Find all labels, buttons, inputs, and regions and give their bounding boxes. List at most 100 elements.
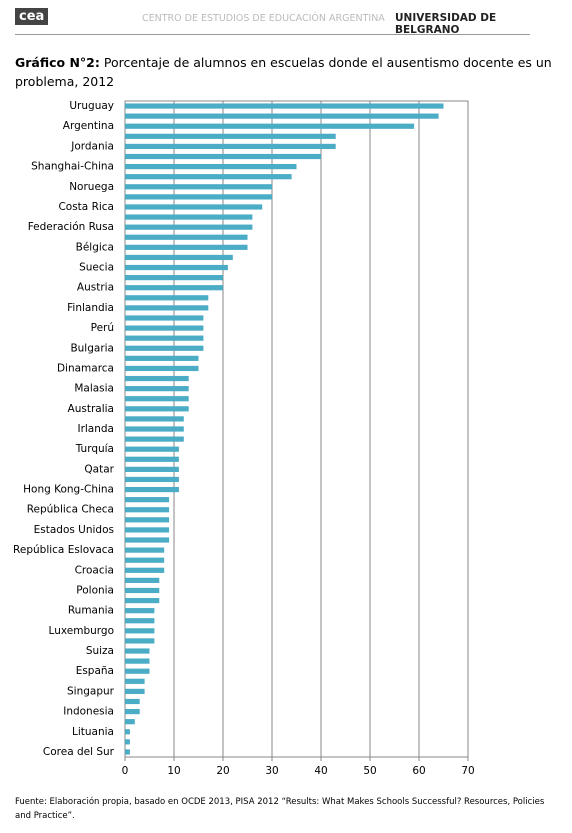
bar: [125, 153, 321, 160]
y-tick-label: Australia: [68, 403, 114, 415]
x-tick-label: 50: [363, 765, 376, 777]
bar: [125, 406, 189, 412]
bar: [125, 517, 170, 523]
bar: [125, 204, 263, 210]
x-tick-label: 10: [167, 765, 180, 777]
bar: [125, 537, 170, 543]
y-tick-label: Uruguay: [69, 100, 114, 112]
y-tick-label: Suiza: [86, 645, 114, 657]
bar: [125, 729, 130, 735]
bar: [125, 749, 130, 755]
bar: [125, 557, 165, 563]
header: cea CENTRO DE ESTUDIOS DE EDUCACIÓN ARGE…: [15, 8, 530, 36]
y-tick-label: España: [76, 665, 114, 677]
y-tick-label: Rumania: [68, 605, 114, 617]
bar: [125, 547, 165, 553]
y-tick-label: Noruega: [69, 181, 114, 193]
bar: [125, 184, 272, 190]
bar: [125, 426, 184, 432]
y-tick-label: Luxemburgo: [49, 625, 114, 637]
bar: [125, 436, 184, 442]
y-tick-label: Malasia: [74, 383, 114, 395]
bar: [125, 466, 179, 472]
bar: [125, 386, 189, 392]
bar: [125, 234, 248, 240]
chart-title: Gráfico N°2: Porcentaje de alumnos en es…: [15, 53, 555, 91]
y-tick-label: Suecia: [79, 262, 114, 274]
bar: [125, 486, 179, 493]
y-tick-label: Finlandia: [67, 302, 114, 314]
bar: [125, 103, 444, 109]
bar: [125, 224, 253, 230]
bar: [125, 133, 336, 139]
bar: [125, 194, 272, 200]
x-tick-label: 70: [461, 765, 474, 777]
bar: [125, 628, 155, 634]
bar: [125, 416, 184, 422]
bar: [125, 285, 223, 291]
y-tick-label: Austria: [77, 282, 114, 294]
bar: [125, 375, 189, 382]
university-name: UNIVERSIDAD DE BELGRANO: [395, 12, 497, 36]
y-tick-label: República Eslovaca: [13, 544, 114, 556]
x-tick-label: 0: [122, 765, 129, 777]
y-tick-label: Argentina: [63, 120, 114, 132]
bar: [125, 275, 223, 281]
bar: [125, 113, 439, 119]
bar: [125, 577, 160, 583]
x-tick-label: 30: [265, 765, 278, 777]
bar: [125, 365, 199, 372]
y-tick-label: República Checa: [27, 504, 114, 516]
logo: cea: [15, 8, 49, 25]
bar: [125, 708, 140, 715]
y-tick-label: Croacia: [75, 564, 114, 576]
y-tick-label: Costa Rica: [58, 201, 114, 213]
bar: [125, 345, 204, 351]
bar: [125, 608, 155, 614]
bar: [125, 476, 179, 483]
y-tick-label: Qatar: [84, 463, 114, 475]
bar: [125, 719, 135, 725]
bar: [125, 325, 204, 331]
y-tick-label: Turquía: [75, 443, 114, 455]
bar: [125, 214, 253, 220]
bar: [125, 143, 336, 150]
bar: [125, 497, 170, 503]
y-tick-label: Estados Unidos: [34, 524, 114, 536]
bar: [125, 739, 130, 745]
y-tick-label: Corea del Sur: [43, 746, 115, 758]
y-tick-label: Jordania: [70, 140, 114, 152]
bar: [125, 396, 189, 402]
bar: [125, 315, 204, 321]
title-label: Gráfico N°2:: [15, 55, 100, 70]
y-tick-label: Shanghai-China: [31, 161, 114, 173]
chart: 0 10 20 30 40 50 60 70 Uruguay Argentina Jordania S…: [13, 100, 475, 777]
bar: [125, 264, 228, 271]
y-tick-label: Hong Kong-China: [23, 484, 114, 496]
bar: [125, 507, 170, 513]
y-tick-label: Lituania: [72, 726, 114, 738]
bar: [125, 618, 155, 624]
y-tick-label: Polonia: [76, 584, 114, 596]
bar: [125, 123, 415, 129]
bar: [125, 355, 199, 361]
bar: [125, 678, 145, 684]
y-tick-label: Federación Rusa: [28, 221, 114, 233]
x-tick-label: 20: [216, 765, 229, 777]
bar: [125, 456, 179, 462]
bar: [125, 174, 292, 180]
y-tick-label: Indonesia: [63, 706, 114, 718]
y-tick-label: Bélgica: [76, 241, 114, 253]
bar: [125, 164, 297, 170]
bar: [125, 295, 209, 301]
bar: [125, 305, 209, 311]
bar: [125, 527, 170, 533]
bar: [125, 587, 160, 594]
bar: [125, 567, 165, 573]
bar: [125, 668, 150, 674]
source: Fuente: Elaboración propia, basado en OC…: [15, 797, 545, 821]
bar: [125, 244, 248, 250]
y-tick-label: Singapur: [67, 685, 115, 697]
x-tick-label: 40: [314, 765, 327, 777]
